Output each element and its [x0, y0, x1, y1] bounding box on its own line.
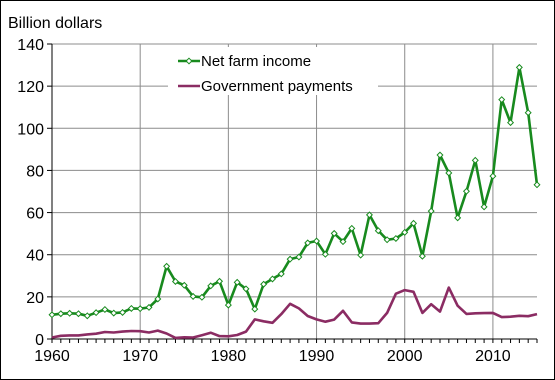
x-tick-label-1960: 1960 [34, 348, 70, 365]
data-point-net-farm-income [392, 234, 400, 242]
data-point-net-farm-income [101, 305, 109, 314]
data-point-net-farm-income [242, 285, 250, 293]
data-point-net-farm-income [92, 309, 100, 317]
legend-label-government-payments: Government payments [201, 78, 353, 95]
y-unit-label: Billion dollars [8, 15, 102, 32]
series-layer [48, 63, 541, 340]
y-tick-label-60: 60 [26, 206, 44, 223]
legend: Net farm income Government payments [168, 47, 378, 95]
data-point-net-farm-income [260, 280, 268, 288]
data-point-net-farm-income [471, 156, 479, 164]
data-point-net-farm-income [145, 303, 153, 311]
data-point-net-farm-income [339, 238, 347, 246]
data-point-net-farm-income [383, 236, 391, 244]
data-point-net-farm-income [524, 109, 532, 117]
data-point-net-farm-income [110, 309, 118, 317]
y-tick-label-80: 80 [26, 163, 44, 180]
y-tick-label-40: 40 [26, 248, 44, 265]
data-point-net-farm-income [66, 309, 74, 317]
x-tick-label-1980: 1980 [211, 348, 247, 365]
data-point-net-farm-income [233, 278, 241, 286]
data-point-net-farm-income [418, 252, 426, 260]
data-point-net-farm-income [480, 203, 488, 211]
data-point-net-farm-income [154, 295, 162, 303]
data-point-net-farm-income [498, 96, 506, 104]
data-point-net-farm-income [436, 151, 444, 159]
data-point-net-farm-income [180, 281, 188, 289]
data-point-net-farm-income [445, 169, 453, 177]
data-point-net-farm-income [365, 211, 373, 219]
y-tick-label-20: 20 [26, 290, 44, 307]
data-point-net-farm-income [74, 310, 82, 318]
data-point-net-farm-income [295, 253, 303, 261]
data-point-net-farm-income [163, 262, 171, 270]
data-point-net-farm-income [119, 308, 127, 316]
data-point-net-farm-income [127, 304, 135, 312]
legend-marker-net-farm-income [185, 57, 193, 65]
x-tick-label-1990: 1990 [299, 348, 335, 365]
data-point-net-farm-income [313, 237, 321, 245]
legend-background [168, 47, 378, 95]
legend-label-net-farm-income: Net farm income [201, 53, 311, 70]
x-tick-label-1970: 1970 [122, 348, 158, 365]
y-tick-label-100: 100 [17, 121, 44, 138]
data-point-net-farm-income [374, 227, 382, 235]
data-point-net-farm-income [198, 293, 206, 301]
data-point-net-farm-income [286, 255, 294, 263]
y-tick-label-120: 120 [17, 79, 44, 96]
data-point-net-farm-income [48, 311, 56, 319]
axes: 0 20 40 60 80 100 120 140 1960 1970 1980 1990 2000 20… [17, 37, 538, 365]
x-tick-label-2010: 2010 [475, 348, 511, 365]
y-tick-label-0: 0 [35, 332, 44, 349]
data-point-net-farm-income [507, 119, 515, 127]
data-point-net-farm-income [357, 251, 365, 259]
data-point-net-farm-income [207, 282, 215, 290]
data-point-net-farm-income [224, 301, 232, 309]
data-point-net-farm-income [515, 63, 523, 71]
data-point-net-farm-income [330, 229, 338, 237]
data-point-net-farm-income [348, 224, 356, 232]
data-point-net-farm-income [57, 310, 65, 318]
data-point-net-farm-income [136, 305, 144, 313]
data-point-net-farm-income [410, 219, 418, 227]
data-point-net-farm-income [454, 214, 462, 222]
x-tick-label-2000: 2000 [387, 348, 423, 365]
data-point-net-farm-income [533, 181, 541, 189]
data-point-net-farm-income [216, 277, 224, 285]
data-point-net-farm-income [83, 312, 91, 320]
data-point-net-farm-income [251, 305, 259, 313]
series-line-government-payments [51, 286, 538, 340]
data-point-net-farm-income [189, 292, 197, 300]
data-point-net-farm-income [401, 228, 409, 236]
data-point-net-farm-income [304, 239, 312, 247]
data-point-net-farm-income [489, 172, 497, 180]
data-point-net-farm-income [462, 187, 470, 195]
y-tick-label-140: 140 [17, 37, 44, 54]
data-point-net-farm-income [277, 270, 285, 278]
data-point-net-farm-income [268, 275, 276, 283]
data-point-net-farm-income [321, 250, 329, 258]
data-point-net-farm-income [427, 207, 435, 215]
data-point-net-farm-income [171, 277, 179, 285]
